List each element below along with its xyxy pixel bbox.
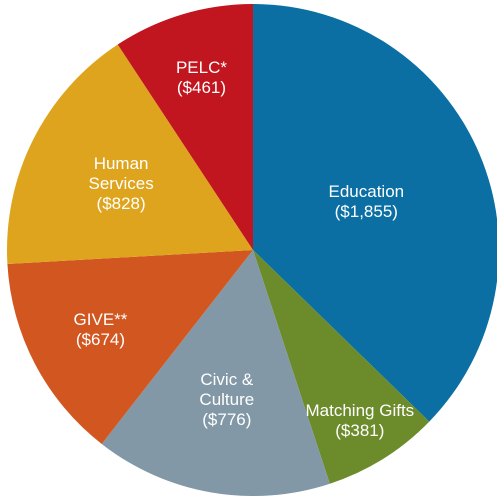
category-label: Education — [328, 182, 405, 202]
value-label: ($381) — [335, 421, 385, 441]
category-label: Matching Gifts — [305, 401, 415, 421]
pie-slice — [7, 250, 253, 444]
category-label: Human Services — [88, 153, 154, 193]
value-label: ($1,855) — [334, 202, 398, 222]
value-label: ($828) — [96, 193, 146, 213]
pie-slice — [6, 44, 253, 265]
slice-label: Matching Gifts ($381) — [305, 401, 415, 441]
value-label: ($776) — [202, 410, 252, 430]
category-label: PELC* — [175, 57, 227, 77]
slice-label: PELC* ($461) — [146, 58, 256, 98]
slice-label: GIVE** ($674) — [45, 310, 155, 350]
category-label: GIVE** — [73, 309, 128, 329]
slice-label: Civic & Culture ($776) — [172, 370, 282, 430]
value-label: ($674) — [75, 329, 126, 349]
category-label: Civic & Culture — [199, 370, 255, 410]
pie-slice — [101, 250, 330, 496]
slice-label: Education ($1,855) — [311, 182, 421, 222]
pie-slice — [117, 4, 254, 250]
pie-slice — [253, 250, 430, 484]
slice-label: Human Services ($828) — [66, 154, 176, 214]
pie-slice — [253, 4, 497, 422]
value-label: ($461) — [176, 77, 227, 97]
